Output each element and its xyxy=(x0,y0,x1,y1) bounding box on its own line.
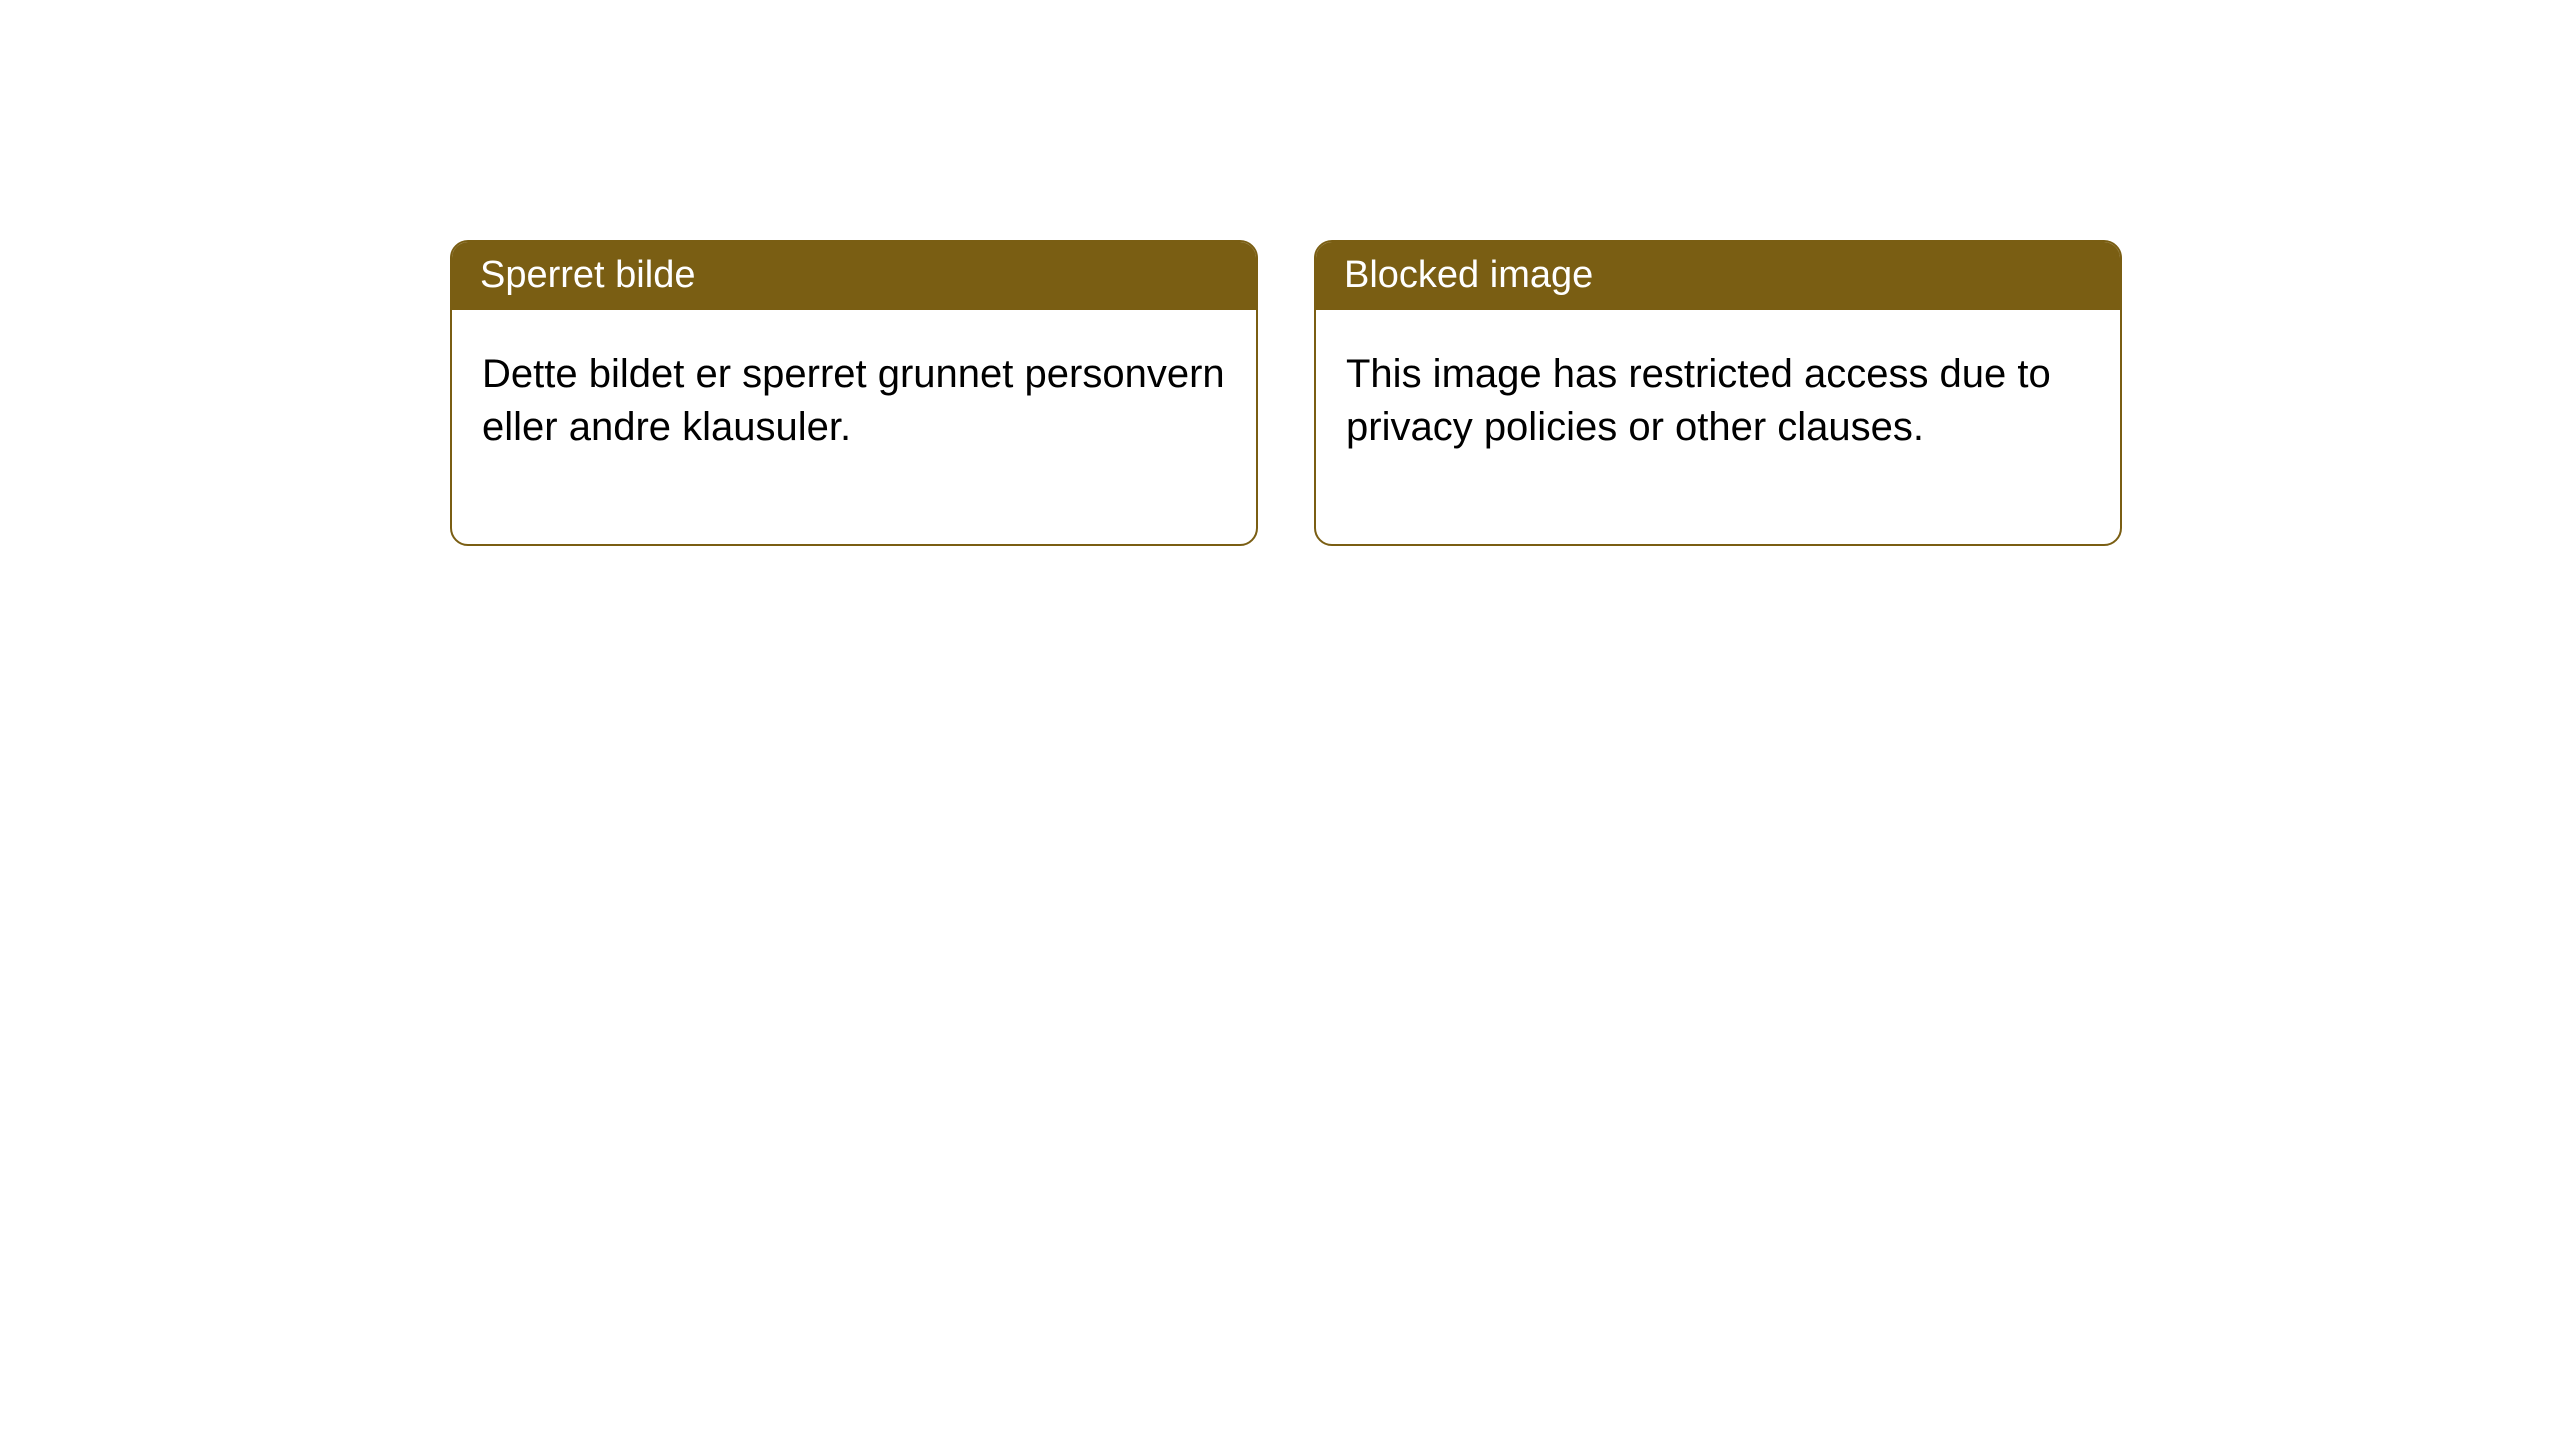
card-header-english: Blocked image xyxy=(1316,242,2120,310)
card-body-norwegian: Dette bildet er sperret grunnet personve… xyxy=(452,310,1256,544)
card-body-english: This image has restricted access due to … xyxy=(1316,310,2120,544)
card-header-norwegian: Sperret bilde xyxy=(452,242,1256,310)
blocked-image-card-english: Blocked image This image has restricted … xyxy=(1314,240,2122,546)
notice-container: Sperret bilde Dette bildet er sperret gr… xyxy=(0,0,2560,546)
blocked-image-card-norwegian: Sperret bilde Dette bildet er sperret gr… xyxy=(450,240,1258,546)
